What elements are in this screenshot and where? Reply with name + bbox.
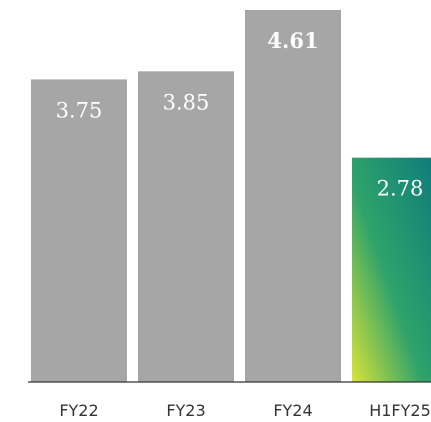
- bar-fy22: [31, 79, 127, 382]
- x-tick-labels-group: FY22 FY23 FY24 H1FY25: [59, 401, 430, 420]
- data-labels-group: 3.75 3.85 4.61 2.78: [56, 28, 424, 201]
- bars-group: [31, 10, 431, 382]
- x-tick-label-fy23: FY23: [166, 401, 205, 420]
- data-label-fy22: 3.75: [56, 98, 103, 122]
- bar-fy23: [138, 71, 234, 382]
- x-tick-label-fy22: FY22: [59, 401, 98, 420]
- data-label-h1fy25: 2.78: [377, 177, 424, 201]
- bar-fy24: [245, 10, 341, 382]
- data-label-fy23: 3.85: [163, 90, 210, 114]
- data-label-fy24: 4.61: [267, 28, 318, 53]
- x-tick-label-fy24: FY24: [273, 401, 312, 420]
- x-tick-label-h1fy25: H1FY25: [369, 401, 431, 420]
- bar-h1fy25: [352, 157, 431, 382]
